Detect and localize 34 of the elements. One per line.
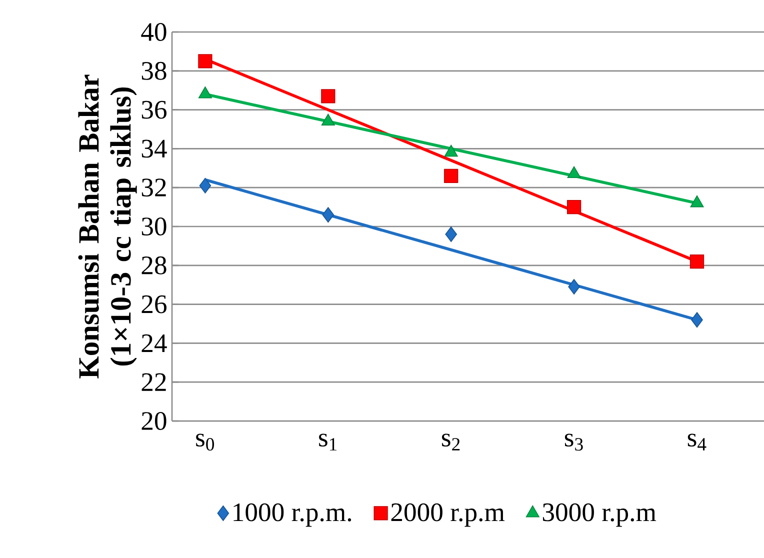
point [322, 207, 334, 223]
point [444, 144, 458, 157]
point [198, 54, 212, 68]
y-tick-label: 34 [142, 140, 167, 158]
point [567, 166, 581, 178]
point [444, 168, 458, 183]
x-tick-label: s$_{4}$ [688, 434, 706, 450]
y-tick-label: 30 [142, 218, 166, 236]
y-tick-label: 24 [142, 334, 167, 352]
y-tick-label: 22 [142, 373, 166, 391]
point [198, 86, 212, 98]
point [445, 226, 457, 242]
legend-label: 1000 r.p.m. [234, 503, 352, 527]
y-axis-title: Konsumsi Bahan Bakar (1×10-3 cc tiap siklus) [78, 74, 137, 378]
x-tick-label: s$_{3}$ [564, 434, 583, 451]
point [691, 312, 703, 328]
y-tick-label: 28 [142, 256, 166, 274]
point [568, 279, 580, 295]
point [199, 178, 212, 194]
y-tick-label: 36 [142, 100, 167, 119]
y-tick-label: 40 [141, 23, 166, 41]
legend-label: 3000 r.p.m [542, 503, 656, 527]
point [690, 254, 704, 269]
x-tick-label: s$_{2}$ [442, 434, 460, 450]
y-tick-label: 32 [142, 178, 166, 197]
y-tick-label: 20 [142, 412, 166, 430]
point [321, 89, 336, 104]
x-tick-label: s$_{0}$ [196, 434, 214, 451]
point [566, 200, 582, 214]
y-tick-label: 26 [142, 295, 167, 314]
y-tick-label: 38 [142, 62, 166, 80]
x-tick-label: s$_{1}$ [319, 434, 337, 450]
point [321, 114, 335, 126]
legend-label: 2000 r.p.m [391, 503, 505, 527]
